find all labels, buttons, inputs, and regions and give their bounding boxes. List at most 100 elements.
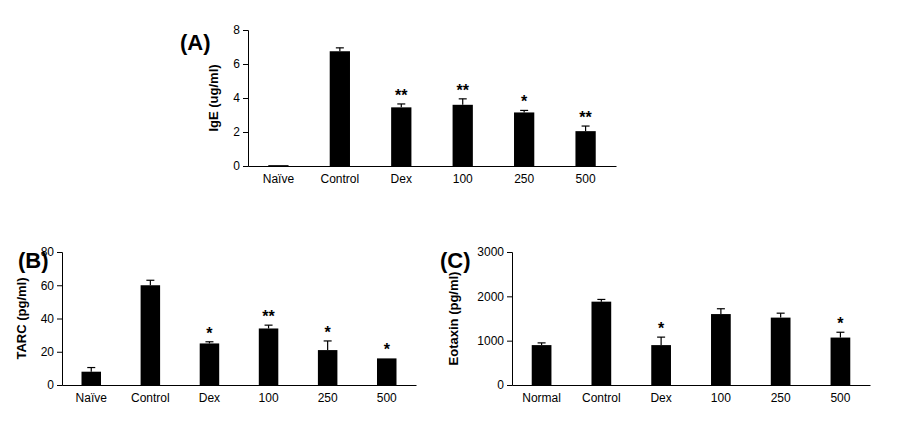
y-tick-label: 0 [47, 378, 54, 392]
significance-mark: * [658, 320, 665, 337]
y-tick-mark [243, 98, 248, 99]
x-tick-label: 250 [514, 172, 534, 186]
y-tick-mark [243, 166, 248, 167]
x-tick-label: Naïve [76, 391, 108, 405]
chart-canvas: *******02468NaïveControlDex100250500(A)I… [0, 0, 900, 430]
x-tick-label: Dex [199, 391, 220, 405]
x-tick: Dex [650, 391, 671, 405]
error-bar-cap [336, 47, 344, 48]
x-tick-label: Control [582, 391, 621, 405]
x-tick-label: 500 [377, 391, 397, 405]
x-tick-label: 100 [711, 391, 731, 405]
y-tick-mark [243, 64, 248, 65]
x-axis: Naïve Control Dex 100 250 500 [63, 386, 417, 405]
x-tick: 250 [771, 391, 791, 405]
y-tick: 1000 [477, 334, 512, 348]
x-tick: Control [582, 391, 621, 405]
error-bar [777, 313, 785, 317]
x-tick: Normal [522, 391, 561, 405]
x-tick: 500 [576, 172, 596, 186]
x-tick-label: Dex [650, 391, 671, 405]
y-tick-label: 1000 [477, 334, 504, 348]
error-bar [538, 343, 546, 345]
error-bar-stem [661, 337, 662, 345]
error-bar-stem [780, 313, 781, 317]
error-bar-stem [840, 332, 841, 337]
error-bar-stem [462, 99, 463, 105]
error-bar [836, 332, 844, 337]
x-tick: 250 [514, 172, 534, 186]
x-tick: Naïve [263, 172, 295, 186]
x-tick-label: Dex [391, 172, 412, 186]
x-tick: Dex [391, 172, 412, 186]
y-axis-title: Eotaxin (pg/ml) [446, 272, 461, 366]
bar [532, 345, 552, 385]
x-tick-label: Normal [522, 391, 561, 405]
y-tick-mark [507, 385, 512, 386]
y-tick-label: 60 [41, 279, 55, 293]
x-tick-label: Control [321, 172, 360, 186]
bar [711, 314, 731, 385]
bar [82, 372, 102, 385]
y-tick-label: 40 [41, 312, 55, 326]
bar [514, 112, 534, 166]
bar [200, 343, 220, 385]
bar [591, 302, 611, 385]
bar [259, 328, 279, 385]
y-tick-mark [243, 132, 248, 133]
error-bar [397, 104, 405, 107]
x-tick: 100 [453, 172, 473, 186]
x-axis-line [63, 385, 417, 386]
bars [82, 280, 397, 385]
error-bar-cap [146, 280, 154, 281]
bar [831, 338, 851, 385]
significance-mark: * [206, 325, 213, 342]
bar [377, 358, 397, 385]
significance-mark: ** [395, 87, 408, 104]
y-tick-label: 6 [233, 57, 240, 71]
error-bar [87, 368, 95, 372]
x-tick: 500 [830, 391, 850, 405]
x-tick: 100 [259, 391, 279, 405]
y-tick-mark [57, 352, 62, 353]
x-tick: 250 [318, 391, 338, 405]
error-bar [717, 309, 725, 314]
bar [318, 350, 338, 385]
error-bar [520, 110, 528, 112]
significance-mark: ** [456, 82, 469, 99]
error-bar-stem [150, 280, 151, 285]
chart-panel: *****020406080NaïveControlDex100250500 [41, 245, 417, 404]
error-bar-stem [585, 126, 586, 131]
significance-mark: * [521, 93, 528, 110]
bar [453, 105, 473, 166]
y-tick: 4 [233, 91, 248, 105]
y-tick-mark [57, 319, 62, 320]
y-axis: 02468 [233, 23, 248, 173]
x-tick: Control [321, 172, 360, 186]
chart-title: (C) [440, 248, 471, 273]
y-tick: 20 [41, 345, 62, 359]
bars [532, 299, 851, 385]
y-tick: 8 [233, 23, 248, 37]
error-bar-cap [87, 367, 95, 368]
x-axis: Naïve Control Dex 100 250 500 [249, 167, 617, 186]
y-tick: 3000 [477, 245, 512, 259]
y-tick-mark [57, 385, 62, 386]
x-tick-label: Control [131, 391, 170, 405]
bar [141, 285, 161, 385]
significance-mark: * [837, 315, 844, 332]
significance-mark: * [325, 324, 332, 341]
y-tick-mark [507, 341, 512, 342]
bar [391, 107, 411, 166]
y-tick: 2000 [477, 290, 512, 304]
y-tick-label: 20 [41, 345, 55, 359]
significance-mark: ** [262, 308, 275, 325]
error-bar-stem [327, 341, 328, 350]
chart-title: (A) [180, 30, 211, 55]
y-axis-line [243, 31, 249, 167]
bar [330, 51, 350, 166]
x-tick: 100 [711, 391, 731, 405]
error-bar-cap [777, 313, 785, 314]
chart-panel: *******02468NaïveControlDex100250500 [233, 23, 616, 185]
y-tick-mark [57, 285, 62, 286]
